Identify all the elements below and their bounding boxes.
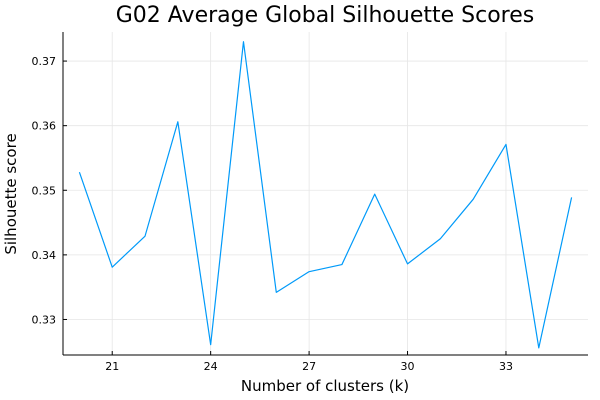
x-tick-label-0: 21 [105,360,119,373]
y-tick-label-0: 0.33 [32,313,57,326]
chart-title: G02 Average Global Silhouette Scores [116,3,534,28]
x-axis-label: Number of clusters (k) [241,377,409,395]
x-tick-label-4: 33 [499,360,513,373]
grid [63,32,588,355]
x-tick-label-2: 27 [302,360,316,373]
y-tick-label-1: 0.34 [32,249,57,262]
series-layer [78,41,573,349]
y-tick-label-2: 0.35 [32,184,57,197]
series-line-0 [78,41,573,349]
x-tick-label-3: 30 [401,360,415,373]
tick-labels: 21 24 27 30 33 0.33 0.34 0.35 0.36 0.37 [32,55,513,373]
y-axis-label: Silhouette score [2,133,20,254]
x-tick-label-1: 24 [204,360,218,373]
y-tick-label-4: 0.37 [32,55,57,68]
axes [62,32,588,356]
y-tick-label-3: 0.36 [32,120,57,133]
